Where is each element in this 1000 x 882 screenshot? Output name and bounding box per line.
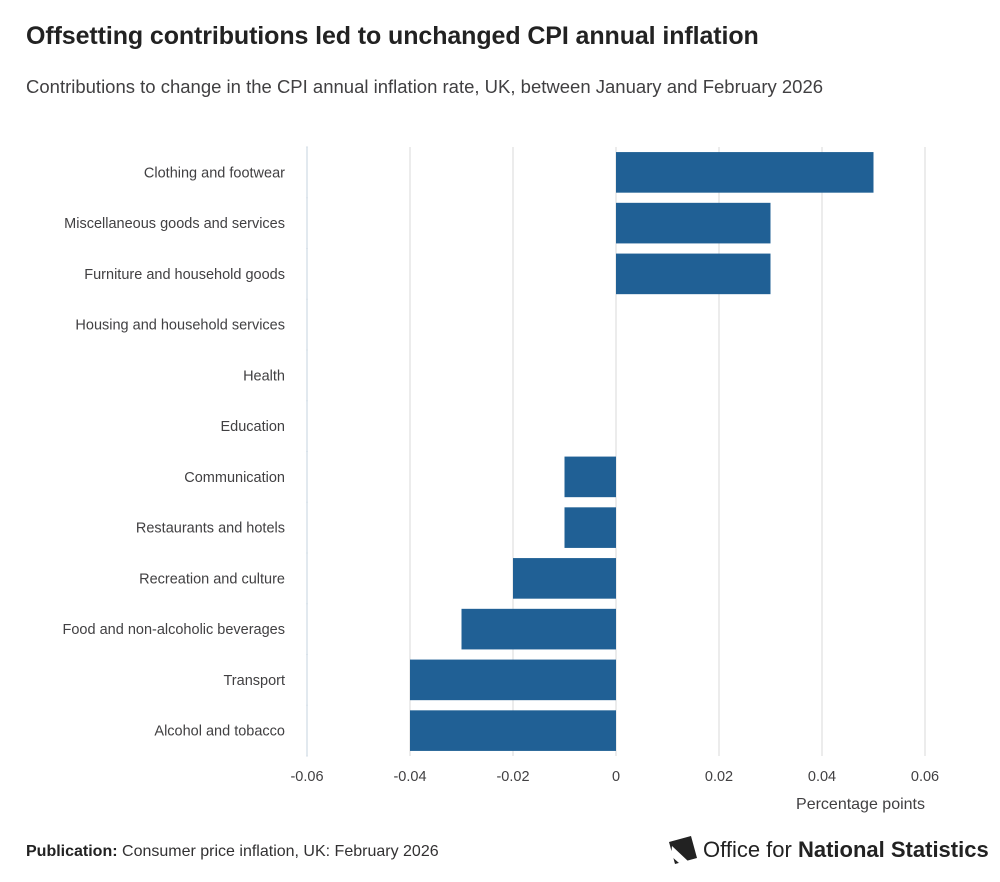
category-label: Education [221, 419, 286, 435]
category-label: Transport [223, 673, 285, 689]
x-tick-label: 0 [612, 769, 620, 785]
category-label: Clothing and footwear [144, 165, 285, 181]
x-tick-label: -0.04 [393, 769, 426, 785]
publication-label: Publication: [26, 843, 118, 860]
publication-footer: Publication: Consumer price inflation, U… [26, 843, 439, 861]
x-axis-ticks: -0.06 -0.04 -0.02 0 0.02 0.04 0.06 [290, 769, 939, 785]
category-label: Alcohol and tobacco [154, 724, 285, 740]
bars [410, 152, 874, 751]
bar[interactable] [616, 253, 771, 295]
bar[interactable] [461, 608, 617, 650]
bar[interactable] [410, 659, 616, 701]
x-axis-title: Percentage points [796, 796, 925, 813]
category-label: Miscellaneous goods and services [64, 216, 285, 232]
category-label: Health [243, 368, 285, 384]
x-tick-label: 0.02 [705, 769, 733, 785]
x-tick-label: 0.04 [808, 769, 836, 785]
category-label: Housing and household services [75, 318, 285, 334]
x-tick-label: -0.02 [496, 769, 529, 785]
category-axis [306, 146, 308, 757]
publication-link[interactable]: Consumer price inflation, UK: February 2… [122, 843, 439, 860]
bar[interactable] [564, 507, 617, 548]
bar[interactable] [616, 152, 874, 193]
bar[interactable] [513, 558, 616, 599]
bar[interactable] [564, 456, 617, 498]
category-label: Restaurants and hotels [136, 521, 285, 537]
bar[interactable] [410, 710, 616, 751]
ons-logo-icon [669, 836, 697, 864]
category-label: Food and non-alcoholic beverages [63, 622, 285, 638]
category-labels: Clothing and footwear Miscellaneous goods… [63, 165, 286, 739]
category-label: Communication [184, 470, 285, 486]
chart-subtitle: Contributions to change in the CPI annua… [26, 76, 824, 97]
bar[interactable] [616, 202, 771, 244]
logo-text-bold: National Statistics [797, 837, 989, 862]
ons-logo[interactable]: Office for National Statistics [669, 834, 989, 866]
chart-title: Offsetting contributions led to unchange… [26, 22, 759, 50]
bar-chart: Clothing and footwear Miscellaneous goods… [63, 146, 939, 813]
ons-logo-text: Office for National Statistics [703, 837, 989, 863]
logo-text-regular: Office for [703, 837, 792, 862]
gridlines [409, 147, 926, 756]
x-tick-label: 0.06 [911, 769, 939, 785]
category-label: Furniture and household goods [84, 267, 285, 283]
x-tick-label: -0.06 [290, 769, 323, 785]
category-label: Recreation and culture [139, 571, 285, 587]
